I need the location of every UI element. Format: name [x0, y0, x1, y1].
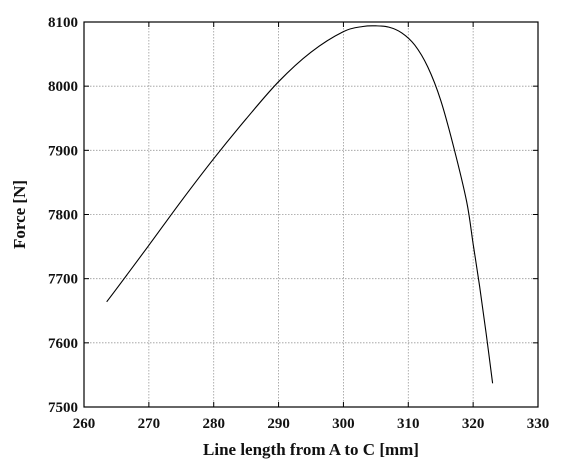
- x-tick-label: 320: [462, 416, 485, 432]
- x-tick-label: 300: [332, 416, 355, 432]
- series-line: [106, 25, 494, 384]
- y-tick-label: 8100: [48, 15, 78, 31]
- y-tick-label: 8000: [48, 79, 78, 95]
- y-tick-label: 7900: [48, 143, 78, 159]
- x-tick-label: 310: [397, 416, 420, 432]
- y-axis-label: Force [N]: [10, 180, 29, 249]
- x-axis-label: Line length from A to C [mm]: [203, 440, 419, 459]
- x-tick-label: 330: [527, 416, 550, 432]
- x-tick-label: 270: [138, 416, 161, 432]
- ticks-layer: [83, 21, 539, 408]
- plot-frame: [83, 21, 539, 408]
- x-tick-label: 260: [73, 416, 96, 432]
- x-tick-label: 290: [267, 416, 290, 432]
- y-tick-label: 7500: [48, 400, 78, 416]
- y-tick-label: 7800: [48, 208, 78, 224]
- series-layer: [106, 25, 494, 384]
- grid-layer: [84, 22, 538, 407]
- y-tick-label: 7700: [48, 272, 78, 288]
- tick-labels-layer: 260 270 280 290 300 310 320 330 7500 7600 7700 7800…: [48, 15, 549, 432]
- y-tick-label: 7600: [48, 336, 78, 352]
- x-tick-label: 280: [202, 416, 225, 432]
